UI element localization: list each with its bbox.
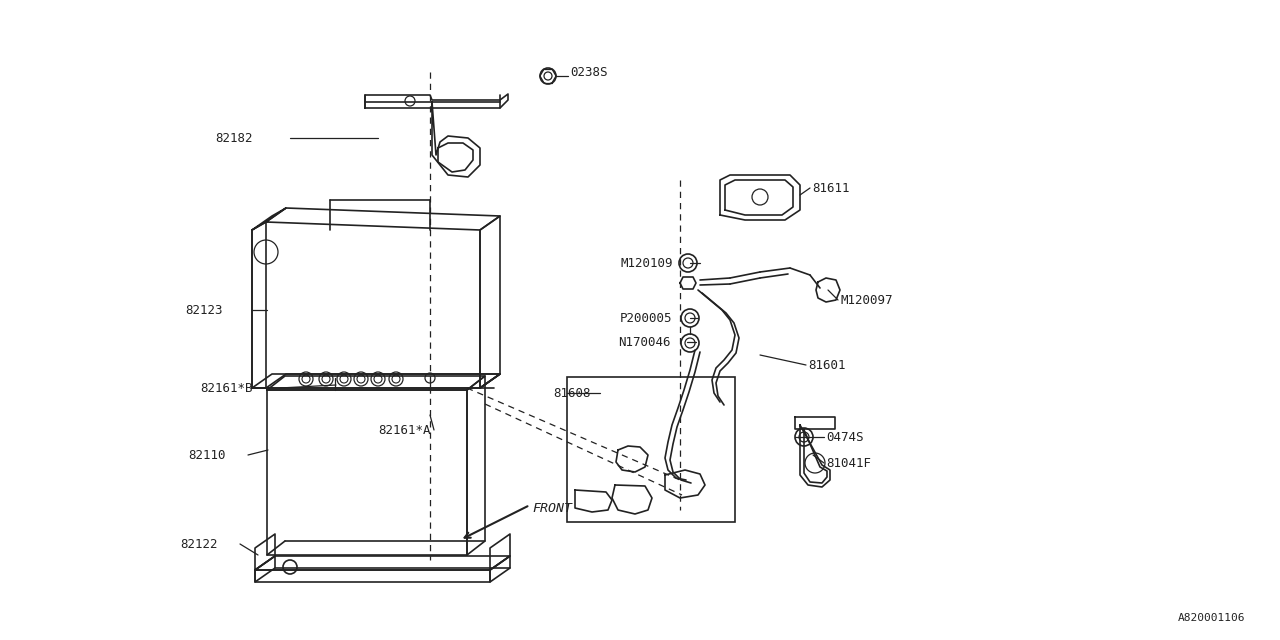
- Text: M120097: M120097: [840, 294, 892, 307]
- Text: 0238S: 0238S: [570, 65, 608, 79]
- Text: 81608: 81608: [553, 387, 590, 399]
- Text: 82182: 82182: [215, 131, 252, 145]
- Text: A820001106: A820001106: [1178, 613, 1245, 623]
- Text: 81601: 81601: [808, 358, 846, 371]
- Text: 82161*A: 82161*A: [378, 424, 430, 436]
- Text: 82123: 82123: [186, 303, 223, 317]
- Text: N170046: N170046: [618, 335, 671, 349]
- Text: FRONT: FRONT: [532, 502, 572, 515]
- Text: M120109: M120109: [620, 257, 672, 269]
- Text: 82161*B: 82161*B: [200, 381, 252, 394]
- Bar: [567, 377, 735, 522]
- Text: 0474S: 0474S: [826, 431, 864, 444]
- Text: 81041F: 81041F: [826, 456, 870, 470]
- Text: 82110: 82110: [188, 449, 225, 461]
- Text: 81611: 81611: [812, 182, 850, 195]
- Text: P200005: P200005: [620, 312, 672, 324]
- Text: 82122: 82122: [180, 538, 218, 550]
